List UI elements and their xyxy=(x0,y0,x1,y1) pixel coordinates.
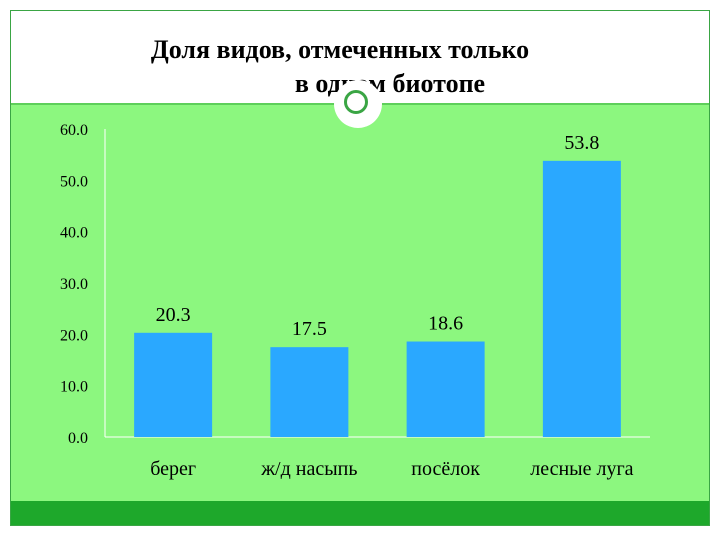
x-tick-label: лесные луга xyxy=(530,458,633,480)
y-tick-label: 40.0 xyxy=(60,225,88,242)
data-label: 20.3 xyxy=(156,304,191,326)
data-label: 18.6 xyxy=(428,313,463,335)
data-label: 53.8 xyxy=(564,132,599,154)
x-tick-label: посёлок xyxy=(411,458,480,480)
y-tick-label: 30.0 xyxy=(60,276,88,293)
bar-3 xyxy=(406,341,485,437)
x-tick-label: ж/д насыпь xyxy=(260,458,357,480)
bar-2 xyxy=(270,347,349,437)
y-tick-label: 50.0 xyxy=(60,173,88,190)
y-tick-label: 10.0 xyxy=(60,379,88,396)
ring-icon xyxy=(344,90,368,114)
chart-title-line-2: в одном биотопе xyxy=(294,69,486,98)
data-label: 17.5 xyxy=(292,318,327,340)
chart-title-line-1: Доля видов, отмеченных только xyxy=(150,35,530,64)
footer-bar xyxy=(11,501,709,525)
x-tick-label: берег xyxy=(150,458,196,480)
bar-1 xyxy=(134,332,213,437)
y-tick-label: 20.0 xyxy=(60,327,88,344)
bar-4 xyxy=(542,160,621,437)
y-tick-label: 0.0 xyxy=(68,430,88,447)
chart-title: Доля видов, отмеченных только в одном би… xyxy=(11,33,709,101)
y-tick-label: 60.0 xyxy=(60,122,88,139)
